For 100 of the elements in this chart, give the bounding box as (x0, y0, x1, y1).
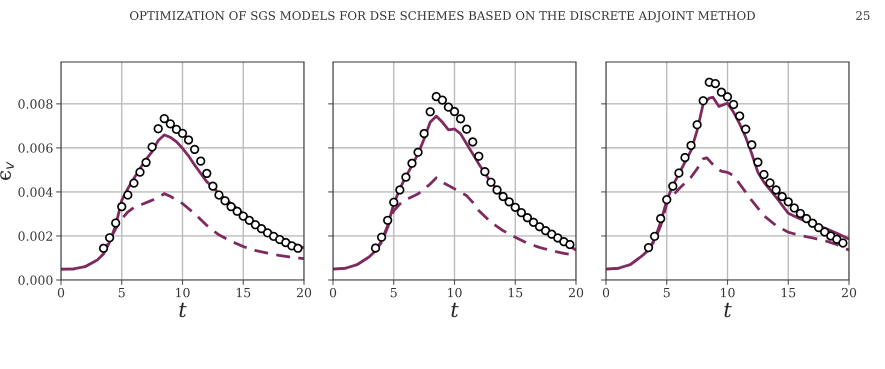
point (838, 238, 848, 248)
point (226, 202, 236, 212)
y-tick-label: 0.004 (18, 187, 53, 197)
point (220, 196, 230, 206)
y-tick-label: 0.008 (18, 99, 53, 109)
x-tick-label: 15 (508, 288, 522, 298)
x-axis-title: t (179, 302, 187, 318)
point (565, 240, 575, 250)
point (759, 170, 769, 180)
point (686, 140, 696, 150)
point (202, 168, 212, 178)
point (504, 197, 514, 206)
point (208, 182, 218, 191)
point (710, 78, 720, 88)
point (214, 190, 224, 200)
point (407, 158, 417, 168)
point (771, 185, 781, 195)
point (510, 202, 520, 212)
x-tick-label: 0 (58, 288, 64, 298)
point (644, 242, 654, 252)
y-tick-label: 0.002 (18, 231, 52, 241)
point (698, 96, 708, 106)
point (668, 182, 678, 191)
point (184, 135, 194, 145)
point (534, 222, 544, 232)
x-tick-label: 15 (236, 288, 250, 298)
point (680, 152, 690, 162)
point (147, 142, 157, 152)
point (129, 178, 139, 188)
point (413, 148, 423, 157)
x-tick-label: 0 (602, 288, 610, 298)
point (522, 213, 532, 222)
point (716, 88, 726, 97)
x-tick-label: 0 (330, 288, 336, 298)
point (419, 128, 429, 138)
x-axis-title: t (451, 302, 459, 318)
x-tick-label: 5 (664, 288, 670, 298)
x-axis-title: t (724, 302, 732, 318)
x-tick-label: 5 (390, 288, 397, 298)
text: 25 (856, 11, 870, 20)
point (376, 232, 386, 242)
y-axis-title: ϵ$_{v}$ (0, 162, 14, 180)
point (190, 144, 200, 154)
point (154, 124, 163, 134)
point (741, 124, 750, 134)
point (250, 220, 260, 230)
point (438, 95, 447, 105)
point (486, 178, 496, 187)
point (123, 190, 132, 200)
point (426, 107, 435, 116)
point (401, 172, 411, 182)
point (389, 198, 398, 207)
point (383, 216, 392, 225)
text: OPTIMIZATION OF SGS MODELS FOR DSE SCHEMES BASED ON THE DISCRETE ADJOINT METHOD (130, 11, 755, 22)
point (462, 124, 472, 134)
point (528, 218, 538, 227)
point (662, 194, 672, 204)
point (492, 185, 502, 195)
point (232, 206, 242, 216)
point (141, 158, 151, 168)
x-tick-label: 10 (176, 288, 190, 298)
point (747, 140, 756, 150)
point (450, 106, 460, 116)
point (656, 214, 666, 224)
point (516, 208, 526, 218)
point (104, 233, 114, 242)
x-tick-label: 10 (448, 288, 462, 298)
point (790, 203, 799, 213)
point (674, 168, 684, 178)
point (444, 102, 454, 112)
x-tick-label: 10 (721, 288, 735, 298)
y-tick-label: 0.000 (18, 275, 53, 285)
point (778, 192, 787, 202)
point (135, 167, 145, 177)
point (160, 114, 169, 124)
point (370, 243, 380, 253)
point (293, 244, 303, 253)
point (650, 232, 660, 242)
point (166, 119, 175, 129)
point (498, 192, 508, 202)
point (468, 137, 478, 147)
y-tick-label: 0.006 (18, 143, 53, 153)
point (765, 178, 775, 188)
point (238, 212, 248, 221)
point (814, 222, 824, 232)
x-tick-label: 20 (842, 288, 856, 298)
point (111, 218, 120, 228)
point (256, 224, 266, 234)
point (117, 202, 126, 212)
x-tick-label: 20 (296, 288, 312, 298)
point (196, 156, 206, 166)
x-tick-label: 5 (118, 288, 125, 298)
point (456, 114, 466, 124)
point (178, 128, 188, 138)
point (802, 214, 812, 224)
point (735, 111, 744, 121)
point (753, 158, 763, 167)
point (808, 218, 818, 228)
point (820, 227, 830, 237)
point (474, 152, 484, 161)
